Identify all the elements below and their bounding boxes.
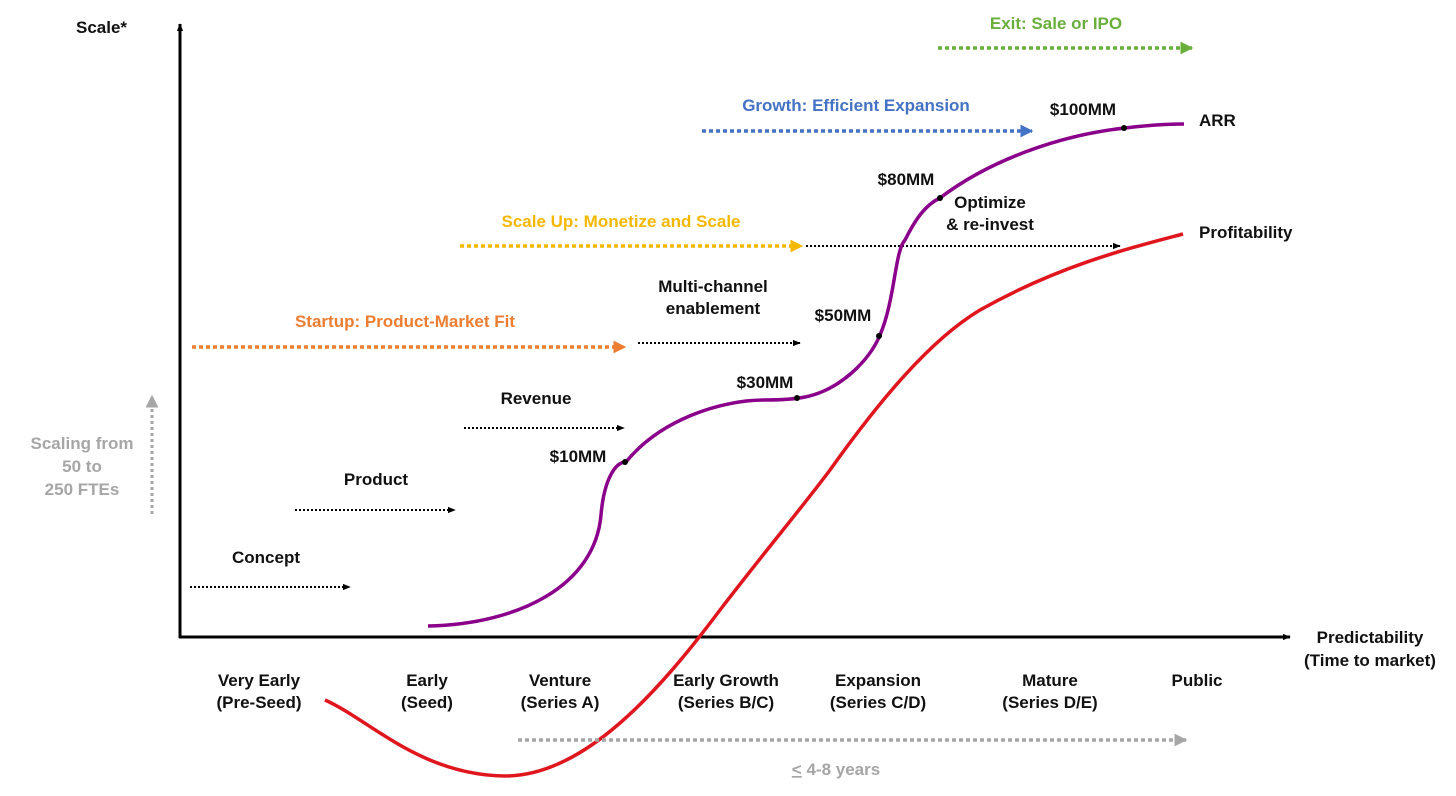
timeline-symbol: < xyxy=(792,760,802,779)
stage-early-line2: (Seed) xyxy=(401,693,453,712)
milestone-dot-80mm xyxy=(937,195,943,201)
milestone-dot-100mm xyxy=(1121,125,1127,131)
startup-phase-label: Startup: Product-Market Fit xyxy=(295,312,515,331)
milestone-label-10mm: $10MM xyxy=(550,447,607,466)
milestone-dot-30mm xyxy=(794,395,800,401)
multichannel-label-line1: Multi-channel xyxy=(658,277,768,296)
fte-note-line2: 50 to xyxy=(62,457,102,476)
milestone-label-100mm: $100MM xyxy=(1050,100,1116,119)
milestone-label-80mm: $80MM xyxy=(878,170,935,189)
stage-mature-line1: Mature xyxy=(1022,671,1078,690)
milestone-dot-50mm xyxy=(876,333,882,339)
profitability-curve-label: Profitability xyxy=(1199,223,1293,242)
stage-early-growth-line2: (Series B/C) xyxy=(678,693,774,712)
product-label: Product xyxy=(344,470,409,489)
stage-early-growth-line1: Early Growth xyxy=(673,671,779,690)
concept-label: Concept xyxy=(232,548,300,567)
stage-mature-line2: (Series D/E) xyxy=(1002,693,1097,712)
arr-curve xyxy=(427,122,1185,628)
profitability-curve xyxy=(324,232,1184,778)
scaleup-phase-label: Scale Up: Monetize and Scale xyxy=(501,212,740,231)
fte-note-line3: 250 FTEs xyxy=(45,480,120,499)
milestone-label-50mm: $50MM xyxy=(815,306,872,325)
timeline-label: < 4-8 years xyxy=(792,760,880,779)
growth-phase-label: Growth: Efficient Expansion xyxy=(742,96,970,115)
milestone-dot-10mm xyxy=(622,459,628,465)
optimize-label-line1: Optimize xyxy=(954,193,1026,212)
stage-very-early-line1: Very Early xyxy=(218,671,301,690)
stage-public-line1: Public xyxy=(1171,671,1222,690)
stage-expansion-line2: (Series C/D) xyxy=(830,693,926,712)
x-axis-label-line2: (Time to market) xyxy=(1304,651,1436,670)
stage-expansion-line1: Expansion xyxy=(835,671,921,690)
stage-venture-line2: (Series A) xyxy=(521,693,600,712)
fte-note-line1: Scaling from xyxy=(31,434,134,453)
stage-early-line1: Early xyxy=(406,671,448,690)
milestone-label-30mm: $30MM xyxy=(737,373,794,392)
x-axis-label-line1: Predictability xyxy=(1317,628,1424,647)
arr-curve-label: ARR xyxy=(1199,111,1236,130)
optimize-label-line2: & re-invest xyxy=(946,215,1034,234)
multichannel-label-line2: enablement xyxy=(666,299,761,318)
timeline-text: 4-8 years xyxy=(802,760,880,779)
exit-phase-label: Exit: Sale or IPO xyxy=(990,14,1122,33)
stage-very-early-line2: (Pre-Seed) xyxy=(216,693,301,712)
revenue-label: Revenue xyxy=(501,389,572,408)
stage-venture-line1: Venture xyxy=(529,671,591,690)
y-axis-label: Scale* xyxy=(76,18,127,37)
